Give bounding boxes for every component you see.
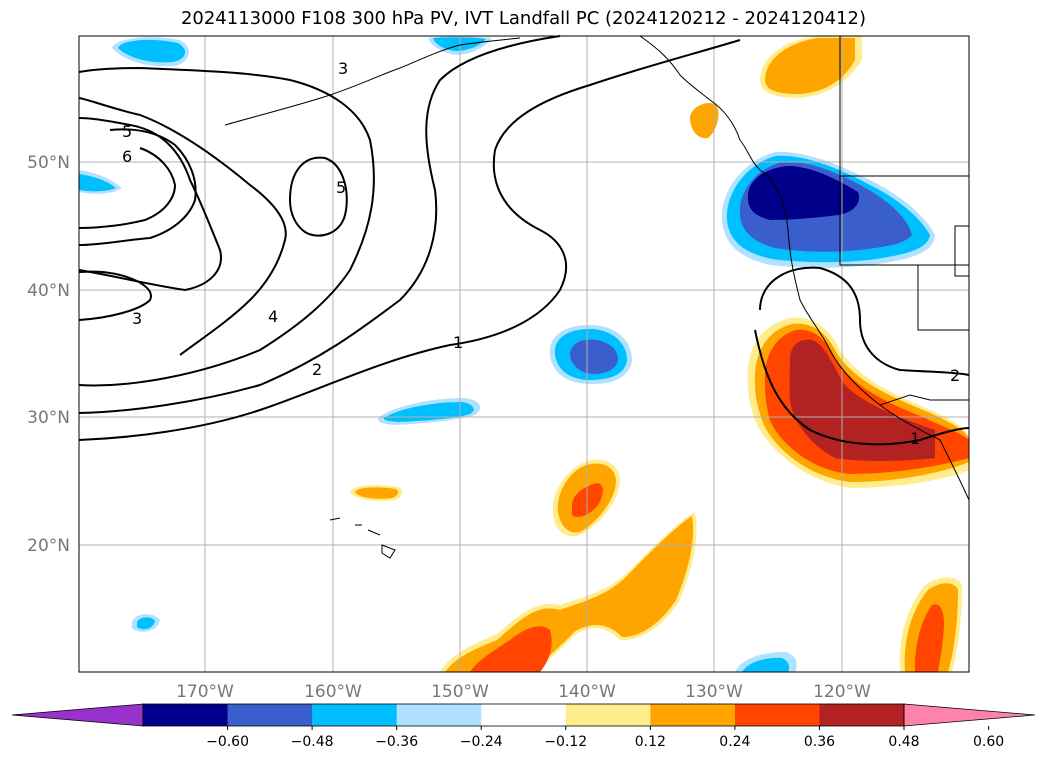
colorbar-tick-label: −0.48 <box>291 734 334 750</box>
colorbar-extend-low <box>11 703 144 727</box>
lon-label: 130°W <box>685 682 743 702</box>
colorbar-tick-label: −0.12 <box>544 734 587 750</box>
map-title: 2024113000 F108 300 hPa PV, IVT Landfall… <box>180 8 867 29</box>
colorbar-ticks: −0.60 −0.48 −0.36 −0.24 −0.12 0.12 0.24 0.36 0.4… <box>206 726 1004 750</box>
colorbar <box>11 703 1036 727</box>
colorbar-tick-label: 0.36 <box>804 734 835 750</box>
positive-anomaly-fills <box>350 36 969 672</box>
plot-frame <box>78 35 970 673</box>
contour-label: 4 <box>268 307 278 326</box>
colorbar-segment <box>734 704 820 726</box>
lon-label: 150°W <box>431 682 489 702</box>
colorbar-tick-label: 0.60 <box>973 734 1004 750</box>
lon-label: 120°W <box>813 682 871 702</box>
lon-label: 140°W <box>558 682 616 702</box>
colorbar-tick-label: 0.24 <box>719 734 750 750</box>
colorbar-segment <box>481 704 567 726</box>
colorbar-segment <box>819 704 905 726</box>
contour-label: 3 <box>132 309 142 328</box>
colorbar-segment <box>312 704 398 726</box>
lat-label: 20°N <box>27 536 70 556</box>
colorbar-extend-high <box>903 703 1036 727</box>
colorbar-segment <box>396 704 482 726</box>
contour-labels: 1 2 3 3 4 5 5 6 2 1 <box>122 59 960 448</box>
contour-label: 1 <box>453 333 463 352</box>
lat-label: 30°N <box>27 408 70 428</box>
gridlines <box>79 36 969 672</box>
contour-label: 2 <box>312 360 322 379</box>
colorbar-outline <box>142 703 905 727</box>
contour-label: 6 <box>122 147 132 166</box>
colorbar-tick-label: −0.60 <box>206 734 249 750</box>
colorbar-tick-label: 0.12 <box>635 734 666 750</box>
lat-label: 40°N <box>27 281 70 301</box>
longitude-labels: 170°W 160°W 150°W 140°W 130°W 120°W <box>176 682 871 702</box>
latitude-labels: 50°N 40°N 30°N 20°N <box>27 153 70 556</box>
pv-contours <box>78 35 970 446</box>
colorbar-tick-label: −0.36 <box>375 734 418 750</box>
lon-label: 160°W <box>304 682 362 702</box>
colorbar-segment <box>650 704 736 726</box>
colorbar-segment <box>227 704 313 726</box>
contour-label: 1 <box>910 429 920 448</box>
lon-label: 170°W <box>176 682 234 702</box>
colorbar-tick-label: −0.24 <box>460 734 503 750</box>
contour-label: 2 <box>950 366 960 385</box>
colorbar-segment <box>143 704 229 726</box>
colorbar-tick-label: 0.48 <box>888 734 919 750</box>
lat-label: 50°N <box>27 153 70 173</box>
contour-label: 3 <box>338 59 348 78</box>
contour-label: 5 <box>122 122 132 141</box>
coastlines <box>224 35 970 559</box>
contour-label: 5 <box>336 178 346 197</box>
colorbar-segment <box>565 704 651 726</box>
